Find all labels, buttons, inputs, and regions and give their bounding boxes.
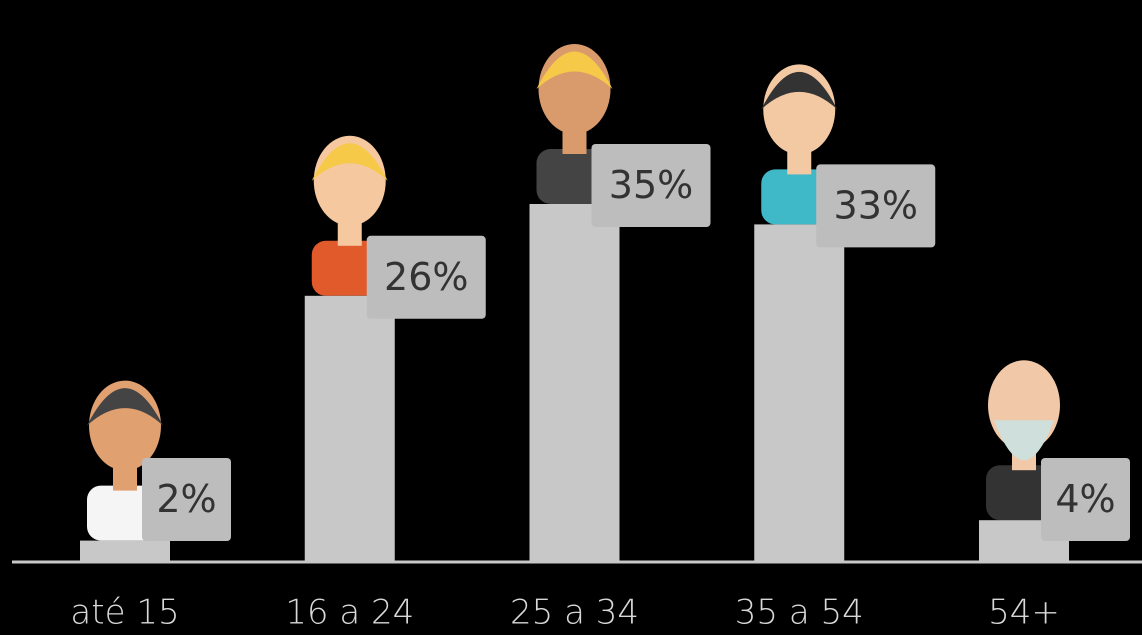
value-label: 2%	[156, 477, 216, 521]
value-label: 26%	[384, 255, 468, 299]
x-tick-label: 54+	[988, 593, 1060, 633]
value-label-box	[142, 458, 231, 541]
value-label-box	[366, 235, 486, 319]
bar	[529, 204, 620, 561]
bar	[304, 295, 395, 561]
value-label: 35%	[609, 163, 693, 207]
avatar-hair	[87, 388, 163, 426]
avatar-hair	[761, 71, 838, 110]
avatar-beard	[994, 420, 1054, 461]
value-label-box	[591, 144, 711, 227]
x-tick-label: 35 a 54	[735, 593, 864, 633]
bar	[754, 224, 845, 561]
avatar-hair	[536, 51, 613, 89]
value-label-box	[1041, 458, 1130, 541]
bar	[80, 540, 170, 561]
x-tick-label: até 15	[70, 593, 179, 633]
avatar	[311, 135, 388, 296]
x-tick-label: 16 a 24	[285, 593, 414, 633]
value-label: 33%	[834, 183, 918, 227]
value-label: 4%	[1055, 477, 1115, 521]
value-label-box	[816, 164, 936, 248]
avatar-hair	[311, 143, 388, 181]
avatar	[536, 44, 613, 204]
x-tick-label: 25 a 34	[510, 593, 639, 633]
